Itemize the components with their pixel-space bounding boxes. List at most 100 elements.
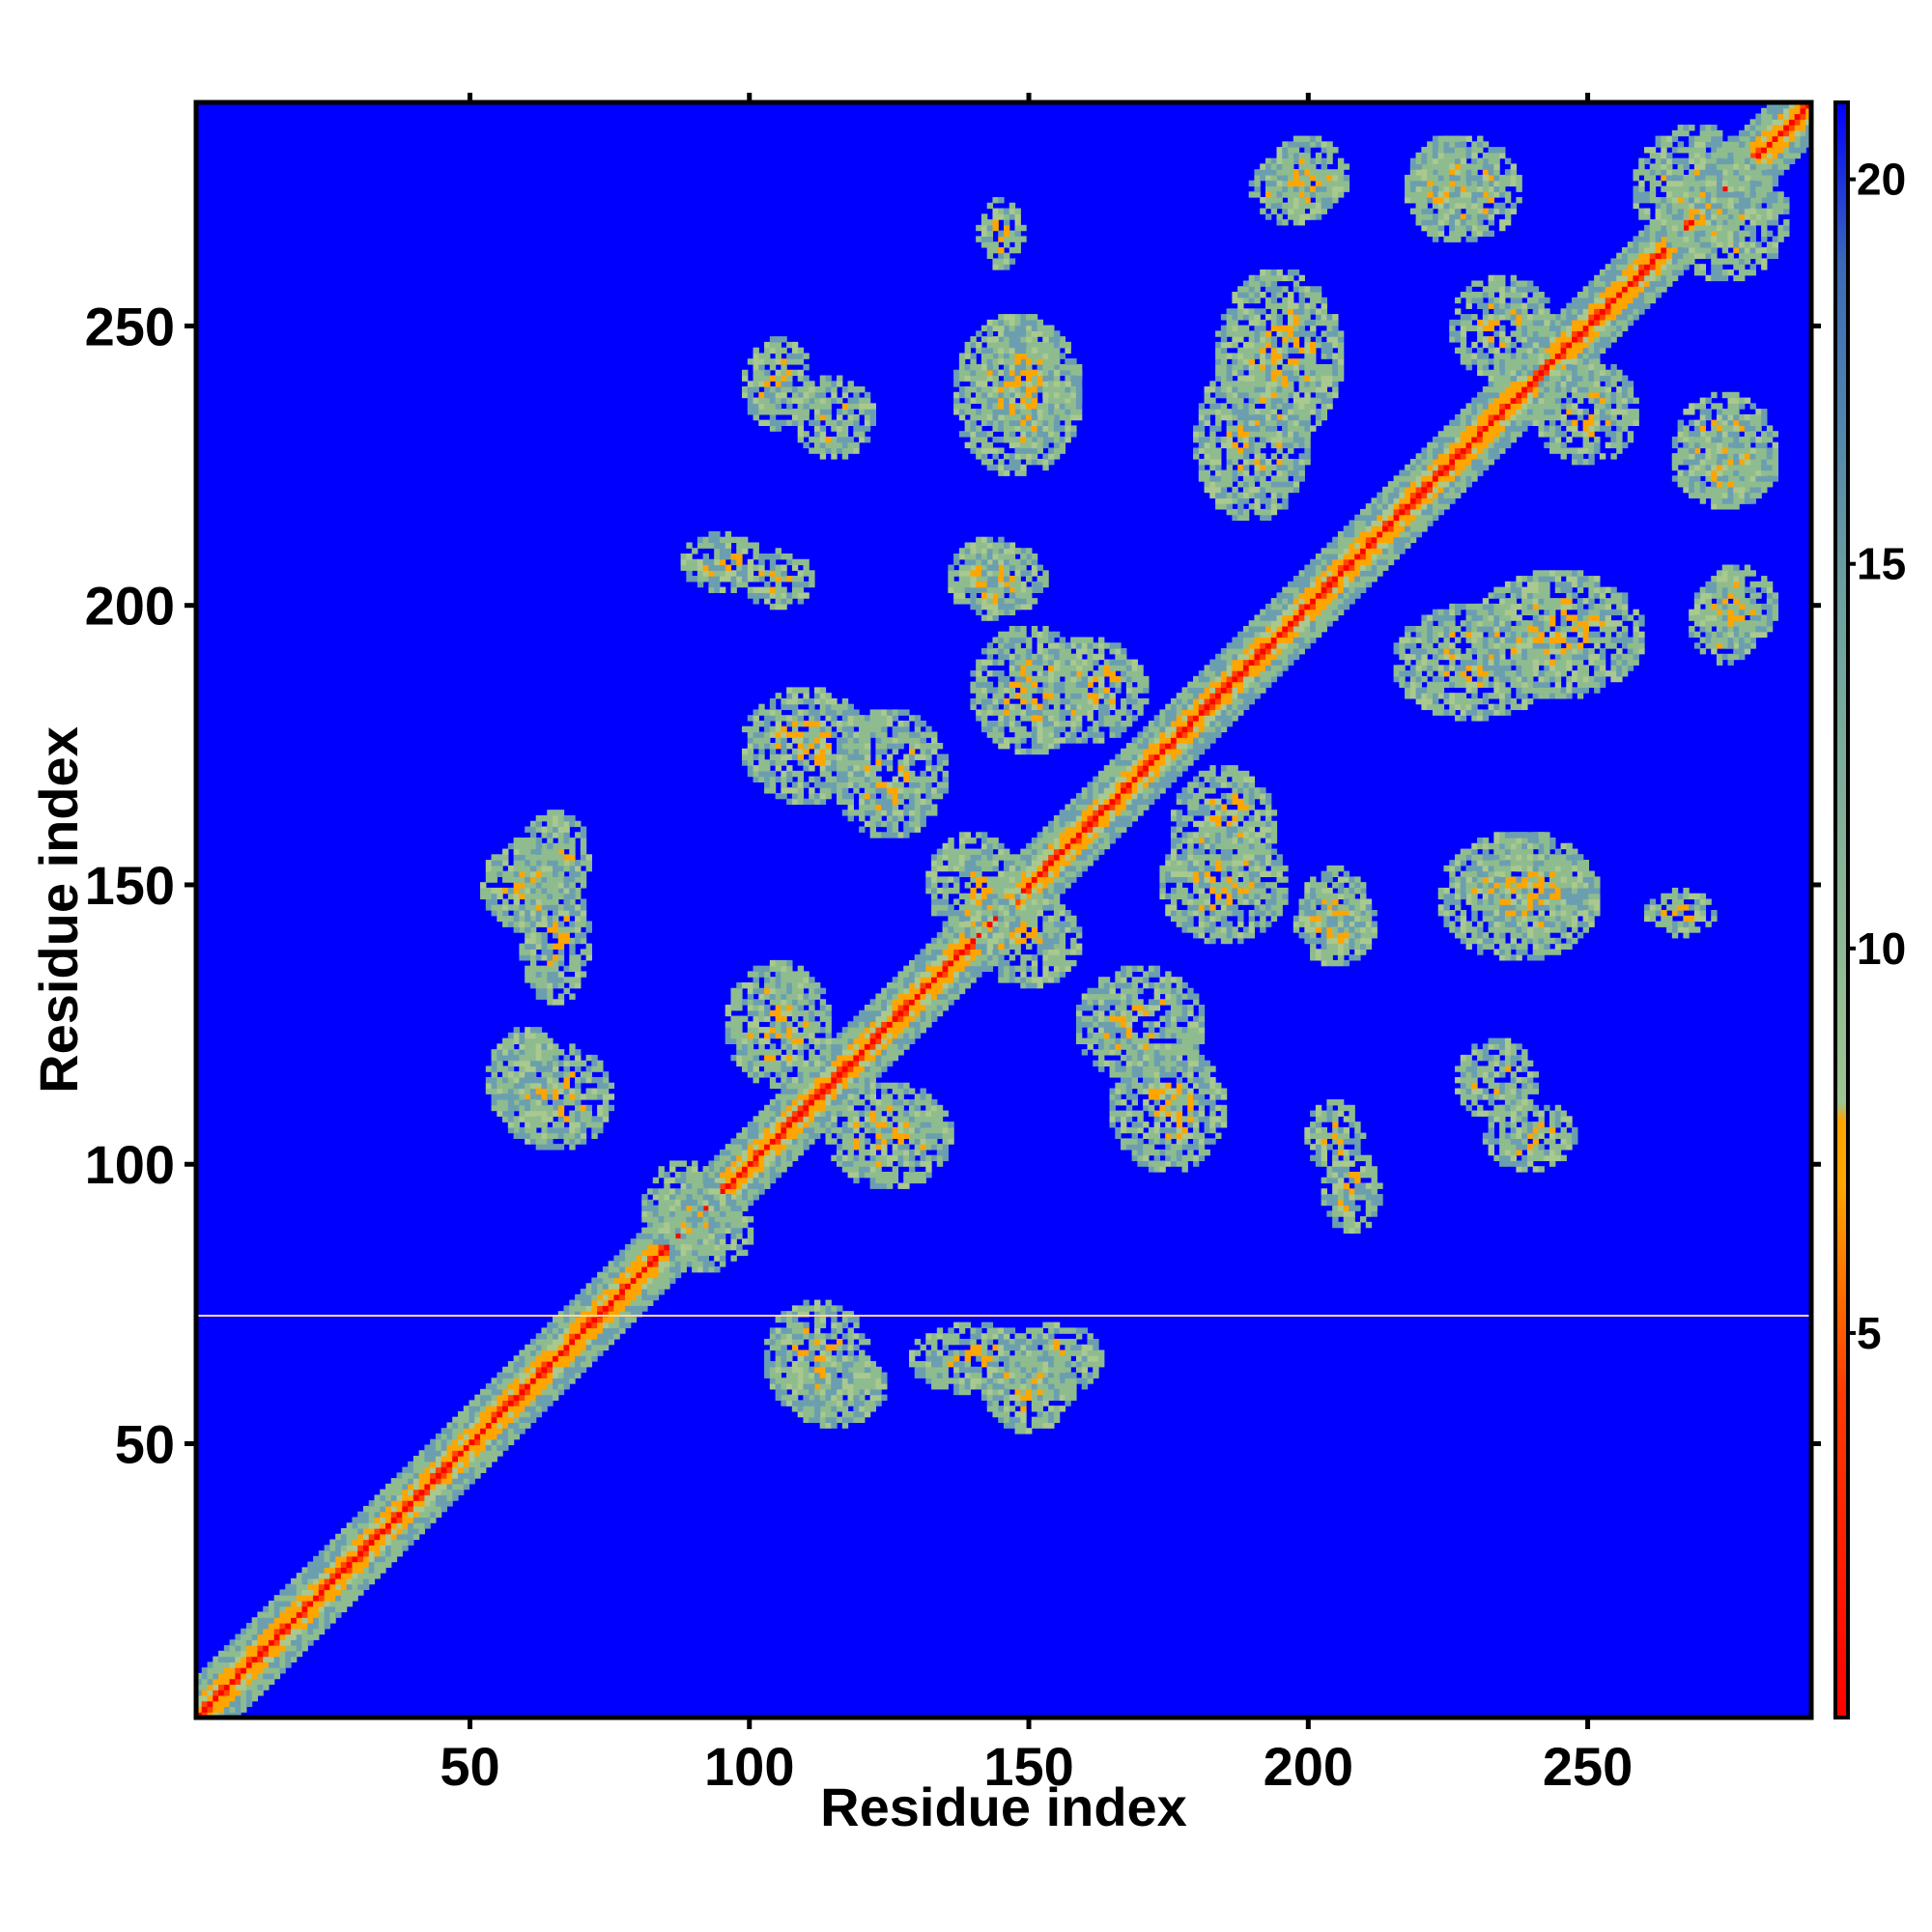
heatmap-cell [831, 1104, 838, 1112]
heatmap-cell [446, 1472, 453, 1479]
heatmap-cell [1605, 341, 1612, 349]
heatmap-cell [964, 1350, 972, 1356]
heatmap-cell [953, 981, 960, 989]
heatmap-cell [1065, 854, 1071, 861]
heatmap-cell [825, 1049, 832, 1056]
heatmap-cell [1621, 308, 1629, 315]
heatmap-cell [1605, 302, 1612, 309]
heatmap-cell [1577, 308, 1584, 315]
heatmap-cell [764, 1122, 771, 1128]
heatmap-cell [273, 1634, 281, 1640]
heatmap-cell [864, 1383, 871, 1390]
heatmap-cell [1415, 464, 1423, 471]
heatmap-cell [257, 1672, 264, 1680]
heatmap-cell [1148, 759, 1155, 766]
heatmap-cell [340, 1533, 348, 1541]
heatmap-cell [897, 977, 904, 983]
heatmap-cell [903, 981, 910, 989]
heatmap-cell [875, 1009, 882, 1017]
heatmap-cell [1621, 274, 1629, 282]
heatmap-cell [1460, 464, 1467, 471]
heatmap-cell [736, 1166, 743, 1173]
heatmap-cell [1471, 403, 1478, 410]
heatmap-cell [630, 1299, 638, 1306]
heatmap-cell [1594, 302, 1601, 309]
heatmap-cell [1260, 625, 1266, 633]
heatmap-cell [920, 1366, 926, 1374]
heatmap-cell [362, 1550, 370, 1557]
heatmap-cell [1159, 725, 1166, 733]
heatmap-cell [1093, 798, 1099, 806]
heatmap-cell [1449, 497, 1456, 504]
heatmap-cell [1572, 319, 1578, 327]
heatmap-cell [1187, 681, 1194, 688]
heatmap-cell [1081, 838, 1089, 844]
heatmap-cell [608, 1299, 615, 1306]
heatmap-cell [1471, 458, 1478, 466]
heatmap-cell [636, 1277, 642, 1284]
heatmap-cell [580, 910, 587, 917]
heatmap-cell [1805, 125, 1812, 131]
heatmap-cell [619, 1271, 626, 1279]
heatmap-cell [958, 965, 966, 973]
heatmap-cell [1087, 781, 1094, 788]
heatmap-cell [223, 1684, 231, 1690]
heatmap-cell [541, 977, 548, 983]
heatmap-cell [1121, 748, 1127, 755]
heatmap-cell [1343, 530, 1350, 538]
heatmap-cell [1298, 592, 1305, 599]
heatmap-cell [869, 1032, 876, 1039]
heatmap-cell [1409, 492, 1417, 498]
heatmap-cell [914, 954, 922, 961]
heatmap-cell [597, 1305, 604, 1312]
heatmap-cell [1510, 403, 1518, 410]
heatmap-cell [986, 954, 994, 961]
heatmap-cell [1337, 609, 1345, 616]
heatmap-cell [1761, 174, 1768, 182]
heatmap-cell [223, 1667, 231, 1674]
heatmap-cell [525, 904, 531, 911]
heatmap-cell [1605, 286, 1612, 293]
heatmap-cell [1226, 670, 1233, 677]
heatmap-cell [1621, 264, 1629, 270]
heatmap-cell [196, 1684, 203, 1690]
heatmap-cell [747, 1138, 754, 1145]
heatmap-cell [1638, 274, 1645, 282]
heatmap-cell [346, 1561, 354, 1568]
heatmap-cell [1377, 503, 1383, 510]
heatmap-cell [1493, 419, 1500, 426]
heatmap-cell [257, 1645, 264, 1652]
heatmap-cell [1226, 659, 1233, 666]
heatmap-cell [1248, 693, 1256, 699]
heatmap-cell [1805, 129, 1812, 137]
heatmap-cell [986, 1327, 994, 1334]
heatmap-cell [1181, 743, 1188, 750]
heatmap-cell [897, 999, 904, 1006]
heatmap-cell [245, 1694, 253, 1702]
heatmap-cell [809, 1122, 815, 1128]
heatmap-cell [491, 1456, 497, 1463]
heatmap-cell [920, 993, 926, 1000]
heatmap-cell [1449, 481, 1456, 488]
heatmap-cell [591, 1311, 598, 1318]
heatmap-cell [669, 1261, 676, 1267]
heatmap-cell [318, 1595, 326, 1602]
heatmap-cell [469, 1422, 475, 1429]
heatmap-cell [1421, 475, 1428, 482]
heatmap-cell [875, 999, 882, 1006]
heatmap-cell [1783, 141, 1790, 148]
heatmap-cell [1800, 147, 1806, 154]
heatmap-cell [925, 1015, 932, 1022]
heatmap-cell [1098, 826, 1105, 833]
heatmap-cell [1260, 681, 1266, 688]
heatmap-cell [730, 1182, 737, 1189]
heatmap-cell [457, 1489, 465, 1495]
heatmap-cell [1521, 386, 1528, 393]
heatmap-cell [1382, 564, 1389, 571]
heatmap-cell [529, 1338, 537, 1346]
heatmap-cell [948, 949, 954, 955]
heatmap-cell [658, 1249, 665, 1257]
heatmap-cell [1075, 814, 1083, 822]
heatmap-cell [291, 1611, 298, 1618]
heatmap-cell [1226, 693, 1233, 699]
